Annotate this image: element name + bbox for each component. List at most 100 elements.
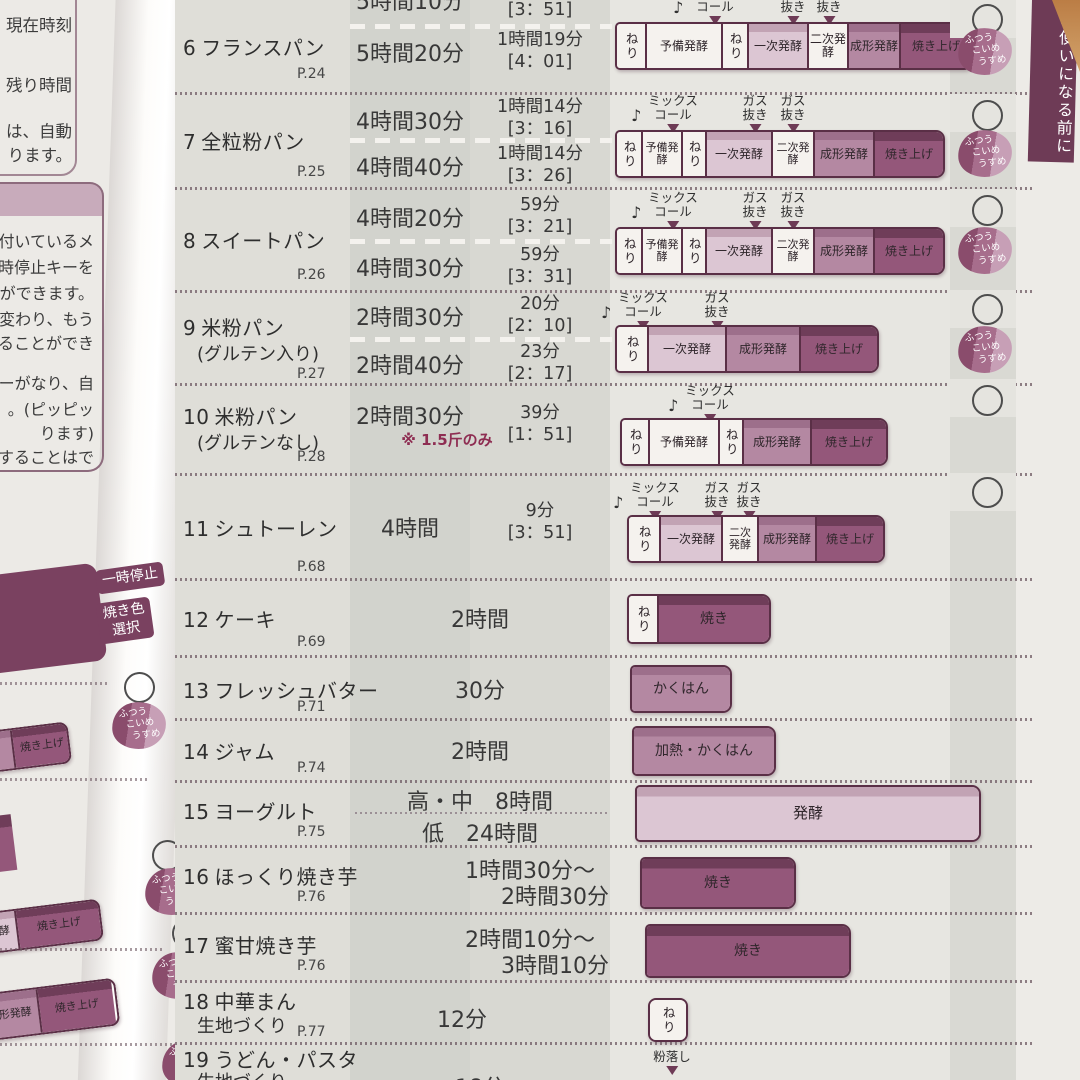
page-ref: P.71 [297,699,326,715]
remaining-line: 20分 [520,294,560,314]
page-ref: P.27 [297,366,326,382]
group-separator [175,912,1033,915]
remaining-time: 39分 [1：51] [508,403,573,447]
total-time: 4時間40分 [356,156,464,181]
annotation-line: 抜き [780,106,806,122]
total-time: 2時間10分〜 [465,928,595,953]
group-separator [175,473,1033,476]
arrow-down-icon [786,123,799,133]
total-time: 3時間10分 [501,954,609,979]
arrow-down-icon [786,15,799,25]
menu-row: 10 米粉パン (グルテンなし) P.28 2時間30分 ※ 1.5斤のみ 39分… [175,379,1035,473]
group-separator [175,290,1033,293]
process-step: 二次発酵 [773,132,815,176]
crust-color-badge: ふつう こいめ うすめ [955,127,1015,180]
process-step: 成形発酵 [759,517,817,561]
remaining-time: 23分 [2：17] [508,342,573,386]
menu-name-text: 全粒粉パン [201,130,305,154]
annotation-line: ガス [704,290,730,305]
badge-line: うすめ [977,155,1008,170]
remaining-line: [1：51] [507,424,573,445]
process-step: ねり [617,327,649,371]
remaining-line: [3：16] [507,118,573,139]
process-step: 焼き上げ [875,132,943,176]
group-separator [175,383,1033,386]
menu-number: 11 [183,517,210,541]
row-separator [0,682,110,685]
menu-name: 10 米粉パン [183,401,297,430]
group-separator [175,780,1033,783]
annotation-line: 抜き [816,0,842,14]
menu-name-text: ケーキ [214,608,276,632]
process-step: 形発酵 [0,988,43,1039]
process-bar: ねり 一次発酵 二次発酵 成形発酵 焼き上げ [627,515,885,563]
total-time: 4時間 [381,517,439,542]
page-ref: P.69 [297,634,326,650]
arrow-down-icon [748,123,761,133]
process-bar: 加熱・かくはん [632,726,776,776]
annotation-line: ミックス [685,383,735,398]
music-note-icon: ♪ [631,202,642,222]
annotation-line: ミックス [648,93,698,108]
menu-name-text: 中華まん [214,990,297,1014]
total-time: 5時間10分 [356,0,464,15]
group-separator [175,655,1033,658]
remaining-line: [4：01] [507,51,573,72]
process-step: 焼き [647,926,849,976]
sidebar-text: ります。 [7,146,72,165]
remaining-time: 20分 [2：10] [508,294,573,338]
process-bar: ねり 予備発酵 ねり 一次発酵 二次発酵 成形発酵 焼き上げ [615,227,945,275]
gas-release-annotation: ガス 抜き [742,94,768,133]
process-step: 加熱・かくはん [634,728,774,774]
gas-release-annotation: ガス 抜き [704,480,730,520]
remaining-line: 59分 [520,195,560,215]
annotation-line: 抜き [742,203,768,219]
page-ref: P.74 [297,760,326,776]
menu-number: 7 [183,130,197,154]
arrow-down-icon [708,15,721,25]
menu-name: 15 ヨーグルト [183,796,317,825]
sidebar-box-header [0,182,104,216]
process-step: 予備発酵 [643,132,683,176]
process-bar: ねり 予備発酵 ねり 成形発酵 焼き上げ [620,418,888,466]
remaining-line: 1時間14分 [497,144,583,164]
annotation-line: ミックス [630,480,680,495]
menu-name-text: スイートパン [201,229,326,253]
sidebar-box-body [0,214,104,472]
subrow-separator [350,138,612,143]
crust-color-column-header: 焼き色 選択 [95,596,155,645]
menu-row: 8 スイートパン P.26 4時間20分 59分 [3：21] 4時間30分 59… [175,187,1035,290]
annotation-line: ガス [704,480,730,495]
menu-number: 8 [183,229,197,253]
music-note-icon: ♪ [601,302,612,322]
pause-circle-mark [972,294,1003,325]
process-step: 焼き [659,596,769,642]
annotation-line: 抜き [780,203,806,219]
menu-name-sub: (グルテン入り) [197,344,320,365]
total-time: 5時間20分 [356,42,464,67]
remaining-line: 1時間14分 [497,97,583,117]
menu-row: 18 中華まん 生地づくり P.77 12分 ねり [175,980,1035,1042]
menu-name-text: フランスパン [201,36,325,60]
page-ref: P.25 [297,164,326,180]
process-bar: ねり 焼き [627,594,771,644]
remaining-time: 9分 [3：51] [508,501,573,545]
gas-release-annotation: ガス 抜き [780,94,806,133]
left-page-dark-panel [0,562,108,676]
remaining-line: 39分 [520,403,560,423]
row-separator [0,778,150,781]
annotation-line: コール [691,396,729,412]
menu-number: 13 [183,679,210,703]
subrow-separator [355,812,607,814]
remaining-column-strip [470,0,610,1080]
process-step: ねり [683,132,707,176]
group-separator [175,1042,1033,1045]
total-time: 4時間30分 [356,110,464,135]
badge-line: うすめ [977,53,1008,68]
menu-name: 19 うどん・パスタ [183,1044,358,1073]
crust-color-badge: ふつう こいめ うすめ [955,224,1015,277]
pause-circle-mark [972,385,1003,416]
gas-release-annotation: ガス 抜き [736,481,762,520]
remaining-line: 23分 [520,342,560,362]
process-step: 焼き [642,859,794,907]
